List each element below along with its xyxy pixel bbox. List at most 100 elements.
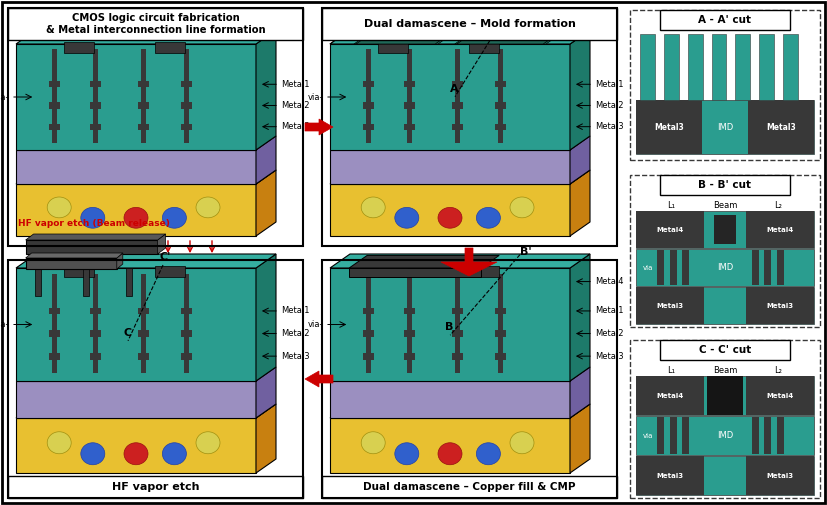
Polygon shape	[570, 254, 590, 381]
Bar	[735, 34, 750, 100]
Text: Metal3: Metal3	[281, 351, 309, 361]
Bar	[469, 42, 500, 53]
Polygon shape	[256, 254, 276, 381]
Polygon shape	[457, 33, 558, 44]
Text: HF vapor etch (Beam release): HF vapor etch (Beam release)	[18, 219, 170, 228]
Bar	[495, 81, 506, 87]
Text: Beam: Beam	[713, 201, 737, 210]
Bar	[138, 81, 149, 87]
Polygon shape	[330, 170, 590, 184]
Bar	[404, 124, 415, 130]
Bar	[640, 34, 655, 100]
Polygon shape	[330, 30, 590, 44]
Polygon shape	[570, 136, 590, 184]
Bar	[636, 100, 702, 154]
Bar	[184, 274, 189, 373]
Bar	[636, 416, 814, 455]
Bar	[330, 44, 570, 150]
Text: Metal2: Metal2	[595, 101, 624, 110]
Polygon shape	[16, 254, 276, 268]
Bar	[752, 417, 759, 454]
Text: L₁: L₁	[667, 366, 676, 375]
Ellipse shape	[196, 197, 220, 218]
Bar	[688, 34, 703, 100]
Bar	[138, 330, 149, 337]
Bar	[49, 353, 60, 360]
Bar	[330, 150, 570, 184]
Bar	[322, 260, 617, 498]
Bar	[181, 308, 192, 314]
Text: Metal1: Metal1	[595, 80, 624, 89]
Bar	[322, 8, 617, 40]
Bar	[181, 353, 192, 360]
Bar	[49, 124, 60, 130]
Polygon shape	[256, 367, 276, 418]
Ellipse shape	[361, 197, 385, 218]
Polygon shape	[330, 254, 590, 268]
Ellipse shape	[196, 432, 220, 454]
Ellipse shape	[394, 443, 418, 465]
Bar	[366, 274, 371, 373]
Bar	[138, 353, 149, 360]
Ellipse shape	[47, 197, 71, 218]
Text: via-: via-	[308, 92, 323, 102]
Bar	[636, 287, 704, 324]
Bar	[455, 274, 460, 373]
Bar	[322, 476, 617, 498]
Bar	[363, 308, 374, 314]
Bar	[181, 330, 192, 337]
Bar	[378, 42, 408, 53]
Text: A - A' cut: A - A' cut	[699, 15, 752, 25]
Text: via-: via-	[0, 92, 9, 102]
Text: HF vapor etch: HF vapor etch	[112, 482, 199, 492]
Text: B - B' cut: B - B' cut	[699, 180, 752, 190]
Polygon shape	[356, 33, 450, 44]
Bar	[404, 103, 415, 109]
Text: via: via	[643, 265, 653, 271]
Bar	[670, 417, 677, 454]
Bar	[636, 287, 814, 324]
Bar	[8, 8, 303, 40]
Bar	[141, 274, 146, 373]
Bar	[26, 240, 158, 254]
Bar	[138, 308, 149, 314]
Bar	[363, 103, 374, 109]
Bar	[26, 258, 117, 269]
Ellipse shape	[438, 443, 462, 465]
Polygon shape	[570, 30, 590, 150]
Text: C - C' cut: C - C' cut	[699, 345, 751, 355]
Polygon shape	[16, 170, 276, 184]
Bar	[407, 274, 412, 373]
Bar	[330, 184, 570, 236]
Bar	[36, 268, 41, 296]
Polygon shape	[117, 253, 122, 269]
Text: Metal1: Metal1	[595, 307, 624, 316]
Text: Metal4: Metal4	[767, 392, 794, 398]
Polygon shape	[158, 234, 165, 254]
Ellipse shape	[47, 432, 71, 454]
Ellipse shape	[476, 208, 500, 228]
Text: Metal3: Metal3	[654, 123, 684, 131]
Text: L₁: L₁	[667, 201, 676, 210]
Bar	[661, 10, 790, 30]
Bar	[64, 266, 94, 277]
Bar	[407, 49, 412, 142]
Bar	[495, 353, 506, 360]
Ellipse shape	[394, 208, 418, 228]
Bar	[90, 103, 101, 109]
Bar	[777, 417, 784, 454]
Text: Metal4: Metal4	[767, 227, 794, 233]
Text: Metal4: Metal4	[656, 392, 683, 398]
Bar	[49, 81, 60, 87]
Text: Metal3: Metal3	[766, 123, 796, 131]
Bar	[330, 268, 570, 381]
Text: Metal3: Metal3	[767, 303, 794, 309]
Bar	[783, 34, 798, 100]
Bar	[712, 34, 726, 100]
Bar	[404, 330, 415, 337]
Text: Metal1: Metal1	[281, 80, 309, 89]
Bar	[707, 376, 743, 415]
Bar	[138, 124, 149, 130]
Bar	[16, 184, 256, 236]
Ellipse shape	[81, 208, 105, 228]
